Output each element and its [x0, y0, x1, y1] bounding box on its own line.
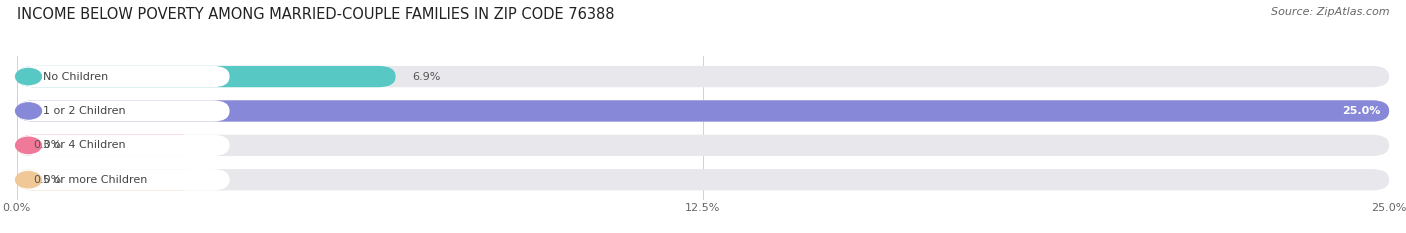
FancyBboxPatch shape — [17, 135, 229, 156]
Text: 1 or 2 Children: 1 or 2 Children — [44, 106, 125, 116]
FancyBboxPatch shape — [17, 66, 229, 87]
Circle shape — [15, 103, 41, 119]
Text: 6.9%: 6.9% — [412, 72, 440, 82]
Text: INCOME BELOW POVERTY AMONG MARRIED-COUPLE FAMILIES IN ZIP CODE 76388: INCOME BELOW POVERTY AMONG MARRIED-COUPL… — [17, 7, 614, 22]
Text: 0.0%: 0.0% — [34, 140, 62, 150]
FancyBboxPatch shape — [17, 135, 1389, 156]
Text: Source: ZipAtlas.com: Source: ZipAtlas.com — [1271, 7, 1389, 17]
Text: 0.0%: 0.0% — [34, 175, 62, 185]
FancyBboxPatch shape — [17, 100, 229, 122]
FancyBboxPatch shape — [17, 169, 1389, 190]
Text: 25.0%: 25.0% — [1343, 106, 1381, 116]
Circle shape — [15, 69, 41, 85]
Circle shape — [15, 137, 41, 154]
Text: No Children: No Children — [44, 72, 108, 82]
FancyBboxPatch shape — [17, 100, 1389, 122]
FancyBboxPatch shape — [17, 169, 229, 190]
FancyBboxPatch shape — [17, 135, 198, 156]
Text: 5 or more Children: 5 or more Children — [44, 175, 148, 185]
FancyBboxPatch shape — [17, 169, 198, 190]
FancyBboxPatch shape — [17, 66, 395, 87]
Circle shape — [15, 172, 41, 188]
Text: 3 or 4 Children: 3 or 4 Children — [44, 140, 125, 150]
FancyBboxPatch shape — [17, 66, 1389, 87]
FancyBboxPatch shape — [17, 100, 1389, 122]
